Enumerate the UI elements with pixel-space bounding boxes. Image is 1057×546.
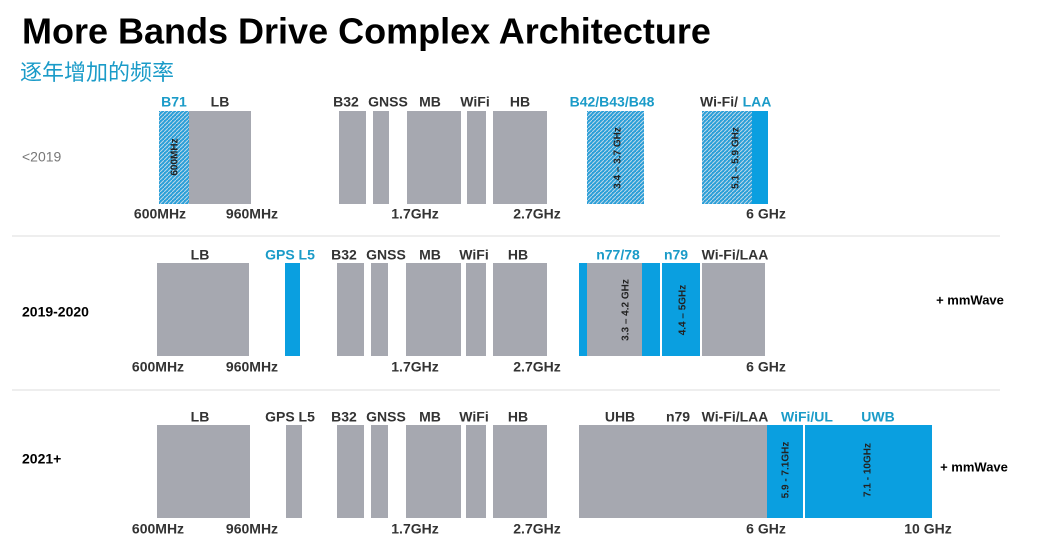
frequency-label: 1.7GHz [391, 359, 438, 375]
band-label: UHB [605, 409, 635, 425]
band-label: WiFi [459, 409, 488, 425]
band-label: Wi-Fi/LAA [702, 409, 769, 425]
range-label: 600MHz [170, 138, 181, 175]
range-label: 4.4 – 5GHz [678, 285, 689, 336]
band-label: HB [508, 409, 528, 425]
band-block [339, 111, 366, 204]
frequency-label: 6 GHz [746, 359, 786, 375]
band-block [406, 425, 461, 518]
band-label: MB [419, 409, 441, 425]
band-block [752, 111, 768, 204]
band-block [466, 425, 486, 518]
band-label: n79 [666, 409, 690, 425]
band-block [406, 263, 461, 356]
frequency-label: 2.7GHz [513, 206, 560, 222]
band-block [157, 263, 249, 356]
subtitle: 逐年增加的频率 [20, 60, 174, 85]
band-label: LAA [743, 94, 772, 110]
band-block [337, 263, 364, 356]
frequency-label: 1.7GHz [391, 521, 438, 537]
band-label: LB [191, 409, 210, 425]
band-label: UWB [861, 409, 894, 425]
band-label: MB [419, 94, 441, 110]
frequency-label: 6 GHz [746, 521, 786, 537]
band-block [285, 263, 300, 356]
period-label: 2019-2020 [22, 304, 89, 320]
band-block [493, 425, 547, 518]
band-label: GPS L5 [265, 247, 315, 263]
band-label: B42/B43/B48 [570, 94, 655, 110]
band-label: GNSS [366, 409, 406, 425]
band-block [467, 111, 486, 204]
band-block [407, 111, 461, 204]
band-label: Wi-Fi/ [700, 94, 738, 110]
frequency-label: 960MHz [226, 206, 278, 222]
band-block [579, 425, 665, 518]
band-block [159, 111, 189, 204]
band-block [767, 425, 803, 518]
band-block [702, 111, 752, 204]
range-label: 5.1 – 5.9 GHz [731, 127, 742, 189]
band-block [189, 111, 251, 204]
band-block [493, 263, 547, 356]
band-label: n77/78 [596, 247, 640, 263]
frequency-label: 960MHz [226, 521, 278, 537]
band-label: MB [419, 247, 441, 263]
band-label: HB [510, 94, 530, 110]
band-block [371, 425, 388, 518]
band-block [466, 263, 486, 356]
band-label: n79 [664, 247, 688, 263]
note: + mmWave [940, 459, 1008, 474]
band-label: WiFi/UL [781, 409, 833, 425]
band-block [702, 263, 765, 356]
range-label: 5.9 - 7.1GHz [781, 442, 792, 499]
band-label: B32 [331, 409, 357, 425]
frequency-label: 6 GHz [746, 206, 786, 222]
period-label: 2021+ [22, 451, 61, 467]
frequency-label: 2.7GHz [513, 521, 560, 537]
band-block [587, 111, 644, 204]
range-label: 7.1 - 10GHz [863, 443, 874, 497]
band-block [373, 111, 389, 204]
band-label: Wi-Fi/LAA [702, 247, 769, 263]
frequency-label: 600MHz [132, 359, 184, 375]
band-label: LB [191, 247, 210, 263]
band-label: WiFi [460, 94, 489, 110]
band-block [805, 425, 932, 518]
band-label: GNSS [366, 247, 406, 263]
band-block [662, 263, 700, 356]
band-block [157, 425, 250, 518]
band-label: WiFi [459, 247, 488, 263]
frequency-label: 1.7GHz [391, 206, 438, 222]
band-label: B71 [161, 94, 187, 110]
band-block [337, 425, 364, 518]
frequency-label: 10 GHz [904, 521, 951, 537]
band-block [665, 425, 767, 518]
band-block [493, 111, 547, 204]
band-block [286, 425, 302, 518]
band-block [371, 263, 388, 356]
frequency-label: 2.7GHz [513, 359, 560, 375]
frequency-label: 600MHz [134, 206, 186, 222]
title: More Bands Drive Complex Architecture [22, 11, 711, 52]
band-label: B32 [333, 94, 359, 110]
band-label: GPS L5 [265, 409, 315, 425]
band-block [579, 263, 587, 356]
period-label: <2019 [22, 149, 62, 165]
band-label: HB [508, 247, 528, 263]
range-label: 3.4 – 3.7 GHz [613, 127, 624, 189]
band-label: LB [211, 94, 230, 110]
band-label: GNSS [368, 94, 408, 110]
band-block [587, 263, 642, 356]
band-label: B32 [331, 247, 357, 263]
note: + mmWave [936, 292, 1004, 307]
range-label: 3.3 – 4.2 GHz [621, 279, 632, 341]
band-block [642, 263, 660, 356]
frequency-label: 960MHz [226, 359, 278, 375]
frequency-label: 600MHz [132, 521, 184, 537]
